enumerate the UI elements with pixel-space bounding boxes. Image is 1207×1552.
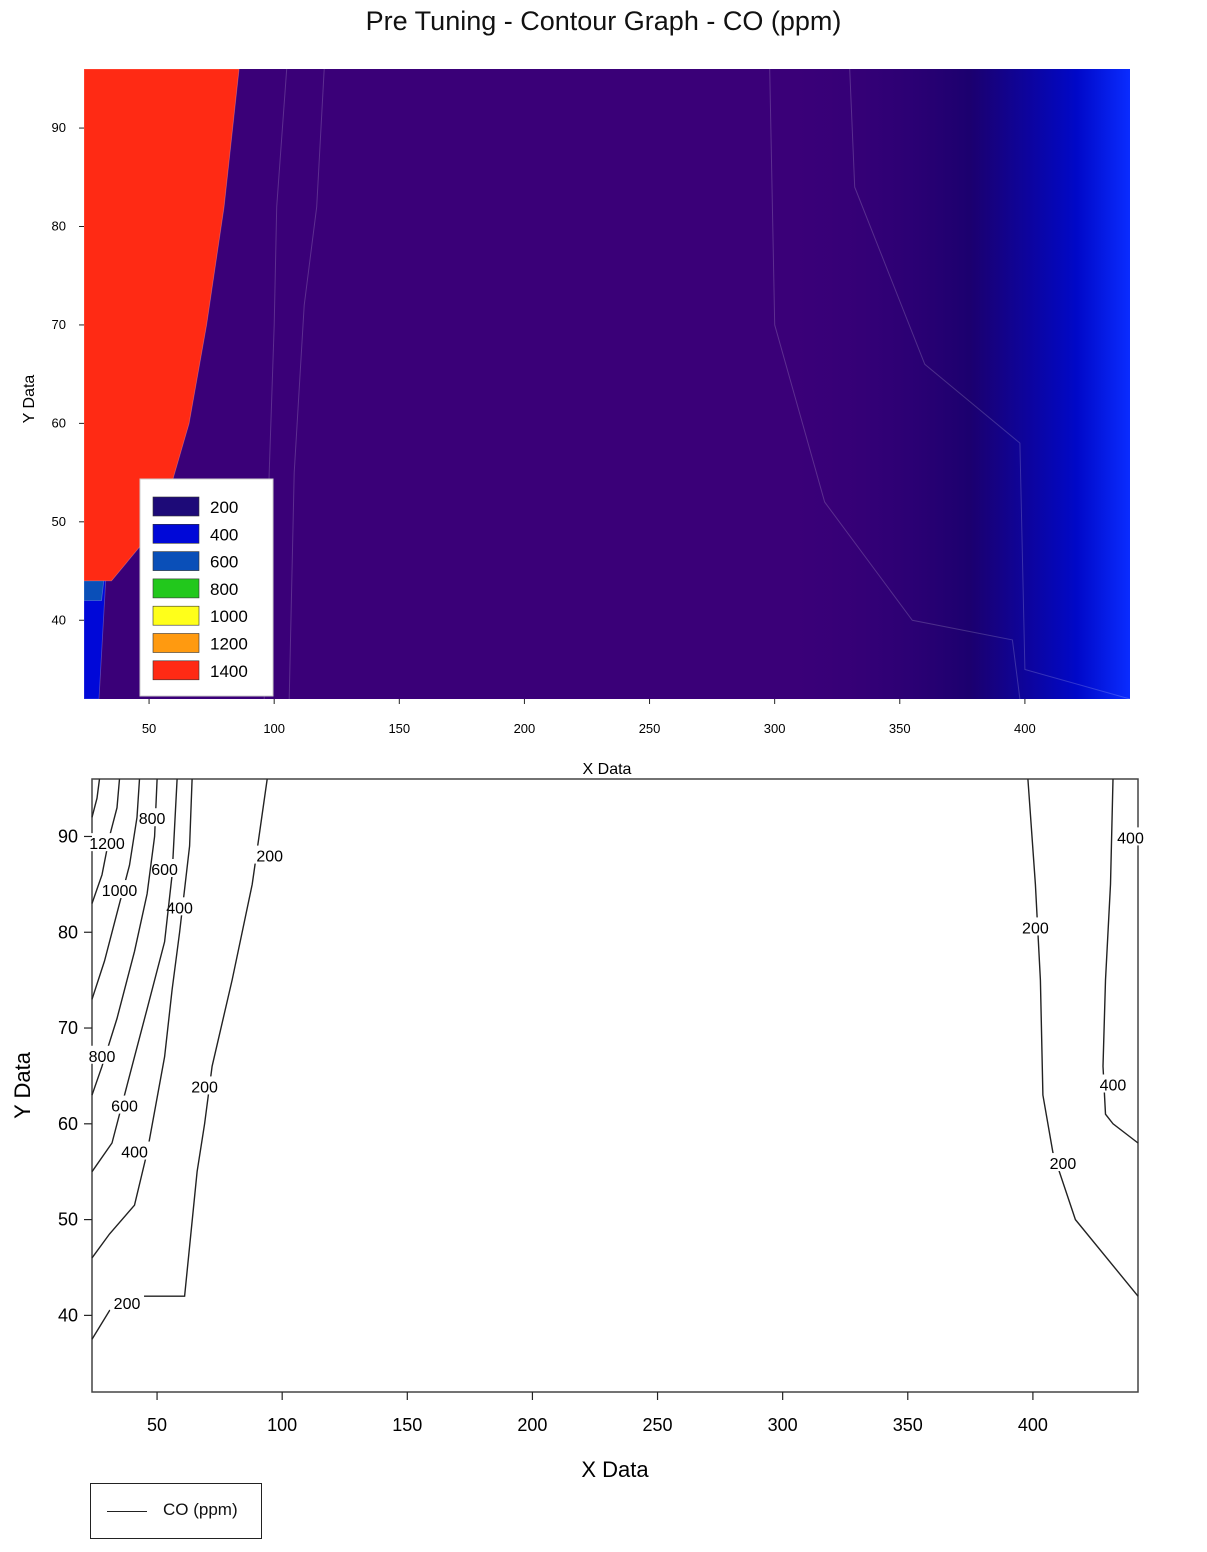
contour-line-800: [91, 778, 158, 1096]
contour-line-plot: 200 200 200 400 400 600 600 800 800 1000 1200 200 20…: [10, 778, 1148, 1482]
contour-label-bg: [102, 880, 137, 899]
y-tick-label: 40: [52, 612, 66, 627]
contour-band-1400: [83, 68, 240, 582]
y-tick-label: 90: [52, 120, 66, 135]
x-axis-label: X Data: [583, 761, 632, 778]
contour-label: 200: [1022, 920, 1049, 937]
legend-label: CO (ppm): [163, 1500, 238, 1519]
contour-label-bg: [85, 1045, 120, 1064]
y-axis-label: Y Data: [10, 1051, 35, 1119]
legend-swatch-800: [152, 578, 200, 599]
contour-label: 1000: [102, 883, 138, 900]
contour-label: 400: [166, 900, 193, 917]
y-tick-label: 50: [58, 1210, 78, 1230]
x-tick-label: 300: [768, 1415, 798, 1435]
y-tick-label: 90: [58, 826, 78, 846]
x-axis-label: X Data: [581, 1457, 649, 1482]
legend-entry-1000: 1000: [210, 607, 248, 626]
color-legend: 200 400 600 800 1000 1200 1400: [139, 478, 274, 697]
contour-label-bg: [162, 897, 197, 916]
legend-entry-600: 600: [210, 553, 238, 572]
contour-label: 200: [1050, 1156, 1077, 1173]
legend-entry-400: 400: [210, 525, 238, 544]
legend-entry-1400: 1400: [210, 662, 248, 681]
x-tick-label: 350: [893, 1415, 923, 1435]
right-edge-band: [774, 69, 1130, 699]
x-tick-label: 150: [388, 721, 410, 736]
y-axis-label: Y Data: [21, 375, 38, 424]
y-tick-label: 80: [52, 219, 66, 234]
contour-label-bg: [252, 845, 287, 864]
filled-contour-plot: 50 100 150 200 250 300 350 400 40 50 60 70 80 90 X Dat…: [21, 68, 1131, 778]
contour-label: 400: [121, 1145, 148, 1162]
contour-line-200: [1027, 778, 1139, 1297]
faint-contour-line: [849, 68, 1131, 700]
legend-swatch-600: [152, 551, 200, 571]
legend-swatch-200: [152, 496, 200, 517]
contour-label: 200: [114, 1296, 141, 1313]
legend-swatch-400: [152, 523, 200, 544]
contour-label: 200: [256, 849, 283, 866]
x-tick-label: 300: [764, 721, 786, 736]
contour-label-bg: [107, 1095, 142, 1114]
contour-label: 200: [191, 1079, 218, 1096]
legend-line-sample: [107, 1511, 147, 1512]
x-tick-label: 150: [392, 1415, 422, 1435]
y-tick-label: 80: [58, 922, 78, 942]
x-tick-label: 400: [1014, 721, 1036, 736]
x-tick-label: 350: [889, 721, 911, 736]
x-tick-label: 200: [517, 1415, 547, 1435]
contour-line-600: [91, 778, 178, 1173]
contour-label-bg: [1045, 1153, 1080, 1172]
contour-line-1400: [91, 778, 101, 818]
legend-entry-800: 800: [210, 580, 238, 599]
line-legend: CO (ppm): [90, 1483, 262, 1539]
contour-label-bg: [1095, 1074, 1130, 1093]
contour-line-400: [91, 778, 193, 1259]
faint-contour-line: [288, 68, 325, 700]
contour-label: 600: [151, 862, 178, 879]
contour-label-bg: [110, 1292, 145, 1311]
contour-label: 800: [89, 1049, 116, 1066]
y-tick-label: 50: [52, 514, 66, 529]
contour-label-bg: [135, 808, 170, 827]
contour-line-400: [1102, 778, 1139, 1144]
contour-label-bg: [147, 858, 182, 877]
contour-label: 800: [139, 811, 166, 828]
chart-title: Pre Tuning - Contour Graph - CO (ppm): [365, 6, 842, 36]
x-tick-label: 100: [267, 1415, 297, 1435]
contour-label: 400: [1117, 830, 1144, 847]
legend-swatch-1000: [152, 605, 200, 626]
faint-contour-line: [769, 68, 1021, 700]
x-tick-label: 250: [643, 1415, 673, 1435]
x-tick-label: 100: [263, 721, 285, 736]
y-tick-label: 70: [52, 317, 66, 332]
legend-entry-1200: 1200: [210, 635, 248, 654]
contour-label-bg: [117, 1141, 152, 1160]
y-tick-label: 60: [52, 415, 66, 430]
contour-label: 400: [1100, 1078, 1127, 1095]
contour-label-bg: [1113, 827, 1148, 846]
x-tick-label: 400: [1018, 1415, 1048, 1435]
plot-frame: [91, 778, 1139, 1393]
contour-label-bg: [187, 1076, 222, 1095]
x-tick-label: 50: [142, 721, 156, 736]
x-tick-label: 200: [514, 721, 536, 736]
contour-label: 1200: [89, 836, 125, 853]
y-tick-label: 70: [58, 1018, 78, 1038]
x-tick-label: 50: [147, 1415, 167, 1435]
legend-entry-200: 200: [210, 498, 238, 517]
x-tick-label: 250: [639, 721, 661, 736]
contour-label-bg: [1018, 917, 1053, 936]
y-tick-label: 60: [58, 1114, 78, 1134]
contour-label-bg: [90, 833, 125, 852]
contour-label: 600: [111, 1099, 138, 1116]
y-tick-label: 40: [58, 1305, 78, 1325]
legend-swatch-1200: [152, 633, 200, 653]
legend-swatch-1400: [152, 660, 200, 681]
